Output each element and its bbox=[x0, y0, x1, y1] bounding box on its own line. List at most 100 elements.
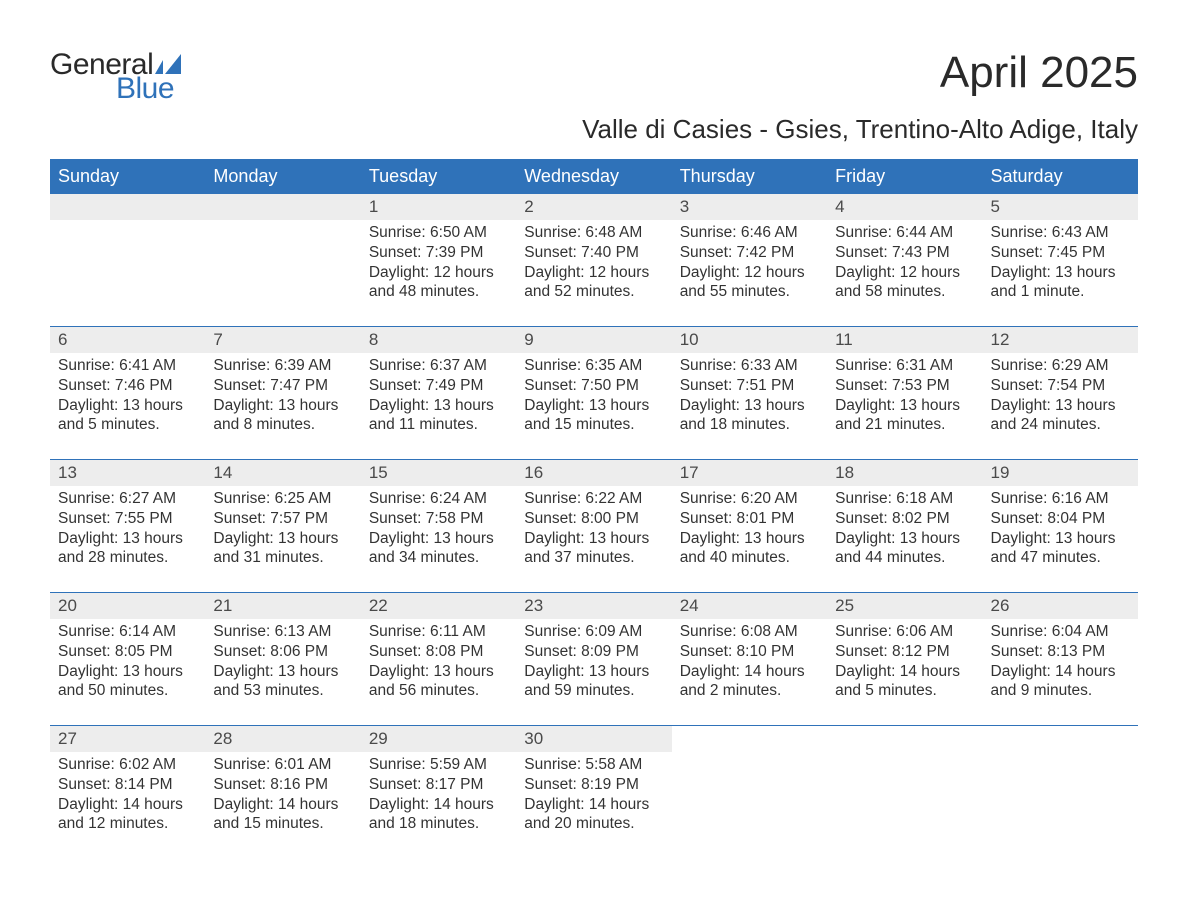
sunset-text: Sunset: 7:53 PM bbox=[835, 376, 974, 396]
day-number: 19 bbox=[983, 460, 1138, 486]
logo-blue-text: Blue bbox=[116, 72, 174, 106]
sunset-text: Sunset: 8:04 PM bbox=[991, 509, 1130, 529]
calendar-cell: 16Sunrise: 6:22 AMSunset: 8:00 PMDayligh… bbox=[516, 460, 671, 578]
calendar-cell bbox=[983, 726, 1138, 844]
daylight-text: Daylight: 13 hours and 8 minutes. bbox=[213, 396, 352, 436]
sunset-text: Sunset: 7:49 PM bbox=[369, 376, 508, 396]
day-header: Sunday bbox=[50, 159, 205, 194]
day-number: 16 bbox=[516, 460, 671, 486]
daylight-text: Daylight: 13 hours and 18 minutes. bbox=[680, 396, 819, 436]
daylight-text: Daylight: 13 hours and 15 minutes. bbox=[524, 396, 663, 436]
sunset-text: Sunset: 8:13 PM bbox=[991, 642, 1130, 662]
day-number: 13 bbox=[50, 460, 205, 486]
daylight-text: Daylight: 14 hours and 12 minutes. bbox=[58, 795, 197, 835]
calendar-cell: 4Sunrise: 6:44 AMSunset: 7:43 PMDaylight… bbox=[827, 194, 982, 312]
daylight-text: Daylight: 13 hours and 34 minutes. bbox=[369, 529, 508, 569]
day-number: 7 bbox=[205, 327, 360, 353]
day-number bbox=[50, 194, 205, 220]
day-number: 3 bbox=[672, 194, 827, 220]
cell-body: Sunrise: 6:06 AMSunset: 8:12 PMDaylight:… bbox=[827, 619, 982, 707]
day-number: 14 bbox=[205, 460, 360, 486]
cell-body: Sunrise: 6:08 AMSunset: 8:10 PMDaylight:… bbox=[672, 619, 827, 707]
daylight-text: Daylight: 12 hours and 48 minutes. bbox=[369, 263, 508, 303]
cell-body: Sunrise: 6:46 AMSunset: 7:42 PMDaylight:… bbox=[672, 220, 827, 308]
cell-body: Sunrise: 6:41 AMSunset: 7:46 PMDaylight:… bbox=[50, 353, 205, 441]
day-number: 23 bbox=[516, 593, 671, 619]
sunset-text: Sunset: 7:55 PM bbox=[58, 509, 197, 529]
calendar-cell: 9Sunrise: 6:35 AMSunset: 7:50 PMDaylight… bbox=[516, 327, 671, 445]
sunset-text: Sunset: 7:42 PM bbox=[680, 243, 819, 263]
daylight-text: Daylight: 13 hours and 40 minutes. bbox=[680, 529, 819, 569]
daylight-text: Daylight: 13 hours and 5 minutes. bbox=[58, 396, 197, 436]
calendar: SundayMondayTuesdayWednesdayThursdayFrid… bbox=[50, 159, 1138, 844]
sunrise-text: Sunrise: 6:50 AM bbox=[369, 223, 508, 243]
day-number: 15 bbox=[361, 460, 516, 486]
day-number: 2 bbox=[516, 194, 671, 220]
sunrise-text: Sunrise: 6:02 AM bbox=[58, 755, 197, 775]
location-subtitle: Valle di Casies - Gsies, Trentino-Alto A… bbox=[50, 114, 1138, 145]
cell-body: Sunrise: 6:09 AMSunset: 8:09 PMDaylight:… bbox=[516, 619, 671, 707]
cell-body: Sunrise: 6:25 AMSunset: 7:57 PMDaylight:… bbox=[205, 486, 360, 574]
sunrise-text: Sunrise: 5:58 AM bbox=[524, 755, 663, 775]
cell-body: Sunrise: 6:22 AMSunset: 8:00 PMDaylight:… bbox=[516, 486, 671, 574]
cell-body: Sunrise: 6:20 AMSunset: 8:01 PMDaylight:… bbox=[672, 486, 827, 574]
sunrise-text: Sunrise: 6:33 AM bbox=[680, 356, 819, 376]
cell-body: Sunrise: 6:27 AMSunset: 7:55 PMDaylight:… bbox=[50, 486, 205, 574]
daylight-text: Daylight: 13 hours and 28 minutes. bbox=[58, 529, 197, 569]
sunset-text: Sunset: 7:40 PM bbox=[524, 243, 663, 263]
day-header: Wednesday bbox=[516, 159, 671, 194]
sunrise-text: Sunrise: 6:44 AM bbox=[835, 223, 974, 243]
day-number: 6 bbox=[50, 327, 205, 353]
daylight-text: Daylight: 13 hours and 53 minutes. bbox=[213, 662, 352, 702]
sunset-text: Sunset: 8:01 PM bbox=[680, 509, 819, 529]
calendar-cell: 30Sunrise: 5:58 AMSunset: 8:19 PMDayligh… bbox=[516, 726, 671, 844]
calendar-cell: 19Sunrise: 6:16 AMSunset: 8:04 PMDayligh… bbox=[983, 460, 1138, 578]
sunset-text: Sunset: 7:57 PM bbox=[213, 509, 352, 529]
calendar-cell: 5Sunrise: 6:43 AMSunset: 7:45 PMDaylight… bbox=[983, 194, 1138, 312]
sunrise-text: Sunrise: 6:18 AM bbox=[835, 489, 974, 509]
sunrise-text: Sunrise: 6:01 AM bbox=[213, 755, 352, 775]
sunset-text: Sunset: 7:45 PM bbox=[991, 243, 1130, 263]
day-number: 22 bbox=[361, 593, 516, 619]
sunset-text: Sunset: 7:47 PM bbox=[213, 376, 352, 396]
calendar-cell: 20Sunrise: 6:14 AMSunset: 8:05 PMDayligh… bbox=[50, 593, 205, 711]
day-number: 29 bbox=[361, 726, 516, 752]
sunrise-text: Sunrise: 6:13 AM bbox=[213, 622, 352, 642]
calendar-cell: 3Sunrise: 6:46 AMSunset: 7:42 PMDaylight… bbox=[672, 194, 827, 312]
calendar-cell: 15Sunrise: 6:24 AMSunset: 7:58 PMDayligh… bbox=[361, 460, 516, 578]
cell-body: Sunrise: 6:44 AMSunset: 7:43 PMDaylight:… bbox=[827, 220, 982, 308]
day-header: Saturday bbox=[983, 159, 1138, 194]
daylight-text: Daylight: 13 hours and 56 minutes. bbox=[369, 662, 508, 702]
day-number: 17 bbox=[672, 460, 827, 486]
day-header: Tuesday bbox=[361, 159, 516, 194]
logo-triangle-icon bbox=[155, 54, 181, 74]
sunrise-text: Sunrise: 6:27 AM bbox=[58, 489, 197, 509]
sunset-text: Sunset: 8:00 PM bbox=[524, 509, 663, 529]
calendar-cell: 1Sunrise: 6:50 AMSunset: 7:39 PMDaylight… bbox=[361, 194, 516, 312]
day-number: 9 bbox=[516, 327, 671, 353]
calendar-cell: 25Sunrise: 6:06 AMSunset: 8:12 PMDayligh… bbox=[827, 593, 982, 711]
sunrise-text: Sunrise: 6:06 AM bbox=[835, 622, 974, 642]
sunset-text: Sunset: 8:10 PM bbox=[680, 642, 819, 662]
sunrise-text: Sunrise: 6:20 AM bbox=[680, 489, 819, 509]
daylight-text: Daylight: 13 hours and 44 minutes. bbox=[835, 529, 974, 569]
cell-body: Sunrise: 6:35 AMSunset: 7:50 PMDaylight:… bbox=[516, 353, 671, 441]
calendar-cell: 23Sunrise: 6:09 AMSunset: 8:09 PMDayligh… bbox=[516, 593, 671, 711]
sunset-text: Sunset: 7:39 PM bbox=[369, 243, 508, 263]
calendar-cell bbox=[50, 194, 205, 312]
cell-body: Sunrise: 6:43 AMSunset: 7:45 PMDaylight:… bbox=[983, 220, 1138, 308]
daylight-text: Daylight: 13 hours and 59 minutes. bbox=[524, 662, 663, 702]
day-number: 21 bbox=[205, 593, 360, 619]
week-row: 27 Sunrise: 6:02 AMSunset: 8:14 PMDayligh… bbox=[50, 725, 1138, 844]
calendar-cell: 8Sunrise: 6:37 AMSunset: 7:49 PMDaylight… bbox=[361, 327, 516, 445]
cell-body: Sunrise: 6:18 AMSunset: 8:02 PMDaylight:… bbox=[827, 486, 982, 574]
sunrise-text: Sunrise: 6:31 AM bbox=[835, 356, 974, 376]
sunset-text: Sunset: 8:14 PM bbox=[58, 775, 197, 795]
calendar-cell: 24Sunrise: 6:08 AMSunset: 8:10 PMDayligh… bbox=[672, 593, 827, 711]
cell-body: Sunrise: 5:58 AMSunset: 8:19 PMDaylight:… bbox=[516, 752, 671, 840]
sunset-text: Sunset: 8:05 PM bbox=[58, 642, 197, 662]
day-number: 27 bbox=[50, 726, 205, 752]
calendar-cell: 21Sunrise: 6:13 AMSunset: 8:06 PMDayligh… bbox=[205, 593, 360, 711]
calendar-cell: 14Sunrise: 6:25 AMSunset: 7:57 PMDayligh… bbox=[205, 460, 360, 578]
cell-body: Sunrise: 6:29 AMSunset: 7:54 PMDaylight:… bbox=[983, 353, 1138, 441]
